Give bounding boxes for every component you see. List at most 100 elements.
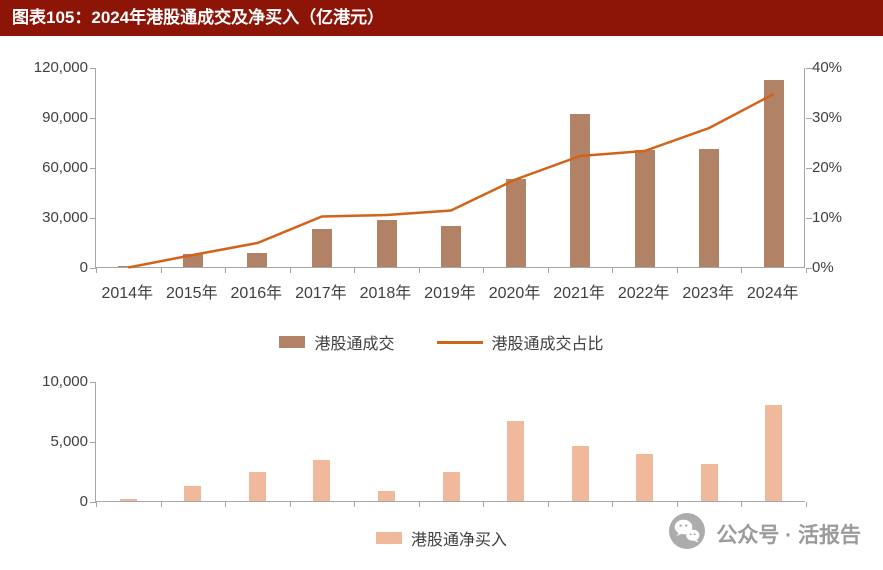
bar-2019年 — [442, 471, 460, 501]
x-label-2020年: 2020年 — [488, 285, 541, 302]
right-axis-tick-label: 20% — [812, 159, 843, 176]
bottom-tick-mark — [160, 502, 162, 507]
bottom-tick-mark — [676, 268, 678, 273]
chart2-plot — [90, 382, 807, 507]
right-axis-tick-label: 40% — [812, 59, 843, 76]
x-label-2023年: 2023年 — [682, 285, 734, 302]
netbuy-legend-label: 港股通净买入 — [410, 532, 507, 549]
bar-2022年 — [636, 454, 654, 501]
chart2-left-axis: 0 5,000 10,000 — [10, 374, 88, 510]
bar-2024年 — [765, 405, 783, 501]
x-label-2021年: 2021年 — [553, 285, 605, 302]
x-label-2014年: 2014年 — [101, 285, 154, 302]
right-axis-tick-label: 30% — [812, 109, 843, 126]
figure-title-bar: 图表105：2024年港股通成交及净买入（亿港元） — [0, 0, 883, 36]
bottom-tick-mark — [741, 268, 743, 273]
bar-2014年 — [119, 499, 137, 501]
legend-item-ratio: 港股通成交占比 — [436, 330, 604, 354]
bottom-tick-mark — [547, 502, 549, 507]
x-label-2015年: 2015年 — [165, 285, 218, 302]
bottom-tick-mark — [289, 268, 291, 273]
bar-2021年 — [571, 445, 589, 501]
right-tick-mark — [806, 218, 812, 219]
bar-2024年 — [763, 80, 784, 267]
bottom-tick-mark — [418, 268, 420, 273]
chart1-legend: 港股通成交 港股通成交占比 — [0, 330, 883, 354]
left-tick-mark — [90, 68, 96, 69]
left-tick-mark — [90, 118, 96, 119]
left-tick-mark — [90, 268, 96, 269]
bottom-tick-mark — [354, 268, 356, 273]
bar-2020年 — [505, 178, 526, 267]
x-label-2016年: 2016年 — [230, 285, 283, 302]
chart2-legend: 港股通净买入 — [0, 526, 883, 550]
bottom-tick-mark — [483, 502, 485, 507]
right-axis-tick-label: 0% — [812, 259, 834, 276]
bar-2018年 — [378, 491, 395, 501]
ratio-line-swatch — [436, 340, 483, 344]
bar-2023年 — [700, 463, 718, 501]
x-label-2024年: 2024年 — [746, 285, 799, 302]
left-axis-tick-label: 30,000 — [42, 209, 88, 226]
left-axis-tick-label: 0 — [79, 259, 88, 276]
right-tick-mark — [806, 118, 812, 119]
bar-2016年 — [248, 471, 266, 501]
bar-2016年 — [247, 252, 268, 267]
left-axis-tick-label: 10,000 — [42, 373, 88, 390]
chart1-plot — [90, 68, 812, 273]
bottom-tick-mark — [225, 502, 227, 507]
watermark-text: 公众号 · 活报告 — [716, 524, 861, 547]
bottom-tick-mark — [96, 268, 97, 273]
right-axis-tick-label: 10% — [812, 209, 843, 226]
chart1-x-labels: 2014年 2015年 2016年 2017年 2018年 2019年 2020年 2021年… — [95, 279, 805, 302]
x-label-2022年: 2022年 — [617, 285, 670, 302]
left-axis-tick-label: 120,000 — [33, 59, 88, 76]
x-label-2017年: 2017年 — [295, 285, 347, 302]
left-tick-mark — [90, 218, 96, 219]
bottom-tick-mark — [612, 502, 614, 507]
bar-2020年 — [507, 421, 524, 501]
bottom-tick-mark — [483, 268, 485, 273]
bar-2019年 — [441, 226, 461, 267]
bottom-tick-mark — [160, 268, 162, 273]
legend-item-netbuy: 港股通净买入 — [375, 526, 507, 550]
bottom-tick-mark — [96, 502, 97, 507]
left-tick-mark — [90, 442, 96, 443]
chart1-right-axis: 0% 10% 20% 30% 40% — [812, 60, 876, 276]
left-axis-tick-label: 90,000 — [42, 109, 88, 126]
x-label-2019年: 2019年 — [424, 285, 476, 302]
bottom-tick-mark — [547, 268, 549, 273]
bottom-tick-mark — [289, 502, 291, 507]
bottom-tick-mark — [676, 502, 678, 507]
bottom-tick-mark — [418, 502, 420, 507]
right-tick-mark — [806, 268, 812, 269]
bar-2015年 — [184, 486, 202, 501]
legend-item-turnover: 港股通成交 — [279, 330, 395, 354]
bottom-tick-mark — [741, 502, 743, 507]
bar-2023年 — [699, 148, 720, 267]
bottom-tick-mark — [354, 502, 356, 507]
left-axis-tick-label: 5,000 — [50, 433, 88, 450]
left-axis-tick-label: 0 — [79, 493, 88, 510]
bottom-tick-mark — [806, 502, 807, 507]
left-axis-tick-label: 60,000 — [42, 159, 88, 176]
watermark: 公众号 · 活报告 — [668, 512, 861, 556]
right-tick-mark — [806, 68, 812, 69]
bottom-tick-mark — [225, 268, 227, 273]
turnover-legend-label: 港股通成交 — [314, 336, 395, 353]
bar-2021年 — [570, 113, 591, 267]
ratio-line-series — [128, 92, 775, 269]
left-tick-mark — [90, 168, 96, 169]
figure-title: 图表105：2024年港股通成交及净买入（亿港元） — [12, 8, 385, 27]
chart1-left-axis: 0 30,000 60,000 90,000 120,000 — [10, 60, 88, 276]
bottom-tick-mark — [806, 268, 807, 273]
bottom-tick-mark — [612, 268, 614, 273]
ratio-legend-label: 港股通成交占比 — [491, 336, 604, 353]
bar-2017年 — [313, 460, 331, 501]
right-tick-mark — [806, 168, 812, 169]
x-label-2018年: 2018年 — [359, 285, 412, 302]
left-tick-mark — [90, 502, 96, 503]
bar-2022年 — [634, 149, 655, 267]
bar-2018年 — [376, 219, 397, 267]
